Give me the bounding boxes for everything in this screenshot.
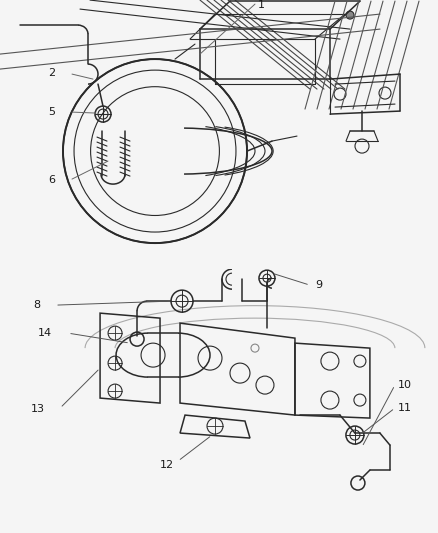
- Text: 11: 11: [398, 403, 412, 413]
- Text: 9: 9: [315, 280, 322, 290]
- Text: 14: 14: [38, 328, 52, 338]
- Text: 13: 13: [31, 404, 45, 414]
- Text: 5: 5: [48, 107, 55, 117]
- Text: 8: 8: [33, 300, 40, 310]
- Circle shape: [346, 11, 354, 19]
- Text: 2: 2: [48, 68, 55, 78]
- Text: 12: 12: [160, 460, 174, 470]
- Text: 1: 1: [258, 0, 265, 10]
- Text: 6: 6: [48, 175, 55, 185]
- Text: 10: 10: [398, 380, 412, 390]
